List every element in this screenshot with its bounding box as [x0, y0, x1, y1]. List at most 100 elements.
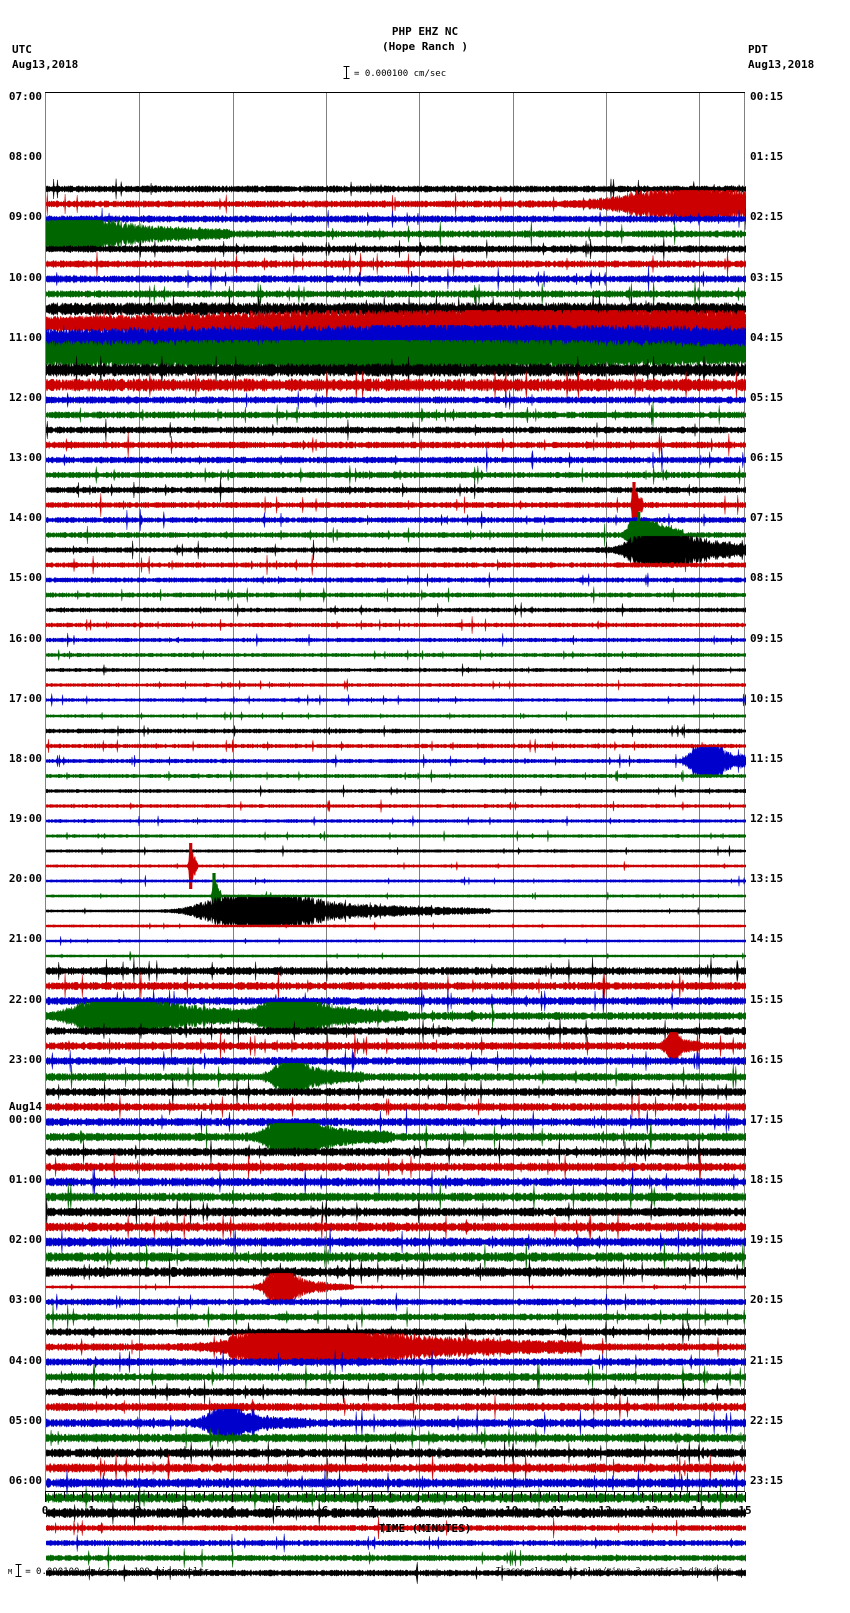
- x-tick: [558, 1492, 559, 1502]
- trace-row-8: [46, 286, 746, 287]
- trace-row-66: [46, 1159, 746, 1160]
- trace-row-50: [46, 918, 746, 919]
- trace-row-58: [46, 1038, 746, 1039]
- footer-scale-prefix: M: [8, 1568, 12, 1576]
- header-station-block: PHP EHZ NC (Hope Ranch ): [0, 24, 850, 54]
- utc-hour-label-0700: 07:00: [0, 90, 42, 103]
- pdt-hour-label-2115: 21:15: [750, 1354, 783, 1367]
- trace-row-32: [46, 647, 746, 648]
- x-tick-label-0: 0: [30, 1504, 60, 1517]
- trace-row-47: [46, 873, 746, 874]
- pdt-hour-label-0315: 03:15: [750, 271, 783, 284]
- utc-hour-label-1600: 16:00: [0, 632, 42, 645]
- pdt-hour-label-0715: 07:15: [750, 511, 783, 524]
- trace-row-85: [46, 1445, 746, 1446]
- x-tick: [642, 1492, 643, 1498]
- trace-row-77: [46, 1324, 746, 1325]
- trace-row-74: [46, 1279, 746, 1280]
- x-tick-label-4: 4: [217, 1504, 247, 1517]
- trace-row-6: [46, 256, 746, 257]
- x-tick-label-7: 7: [357, 1504, 387, 1517]
- x-tick: [204, 1492, 205, 1498]
- x-tick: [73, 1492, 74, 1498]
- x-tick: [316, 1492, 317, 1498]
- x-tick: [698, 1492, 699, 1502]
- x-tick: [614, 1492, 615, 1498]
- utc-hour-label-0400: 04:00: [0, 1354, 42, 1367]
- x-tick: [269, 1492, 270, 1498]
- trace-row-84: [46, 1430, 746, 1431]
- trace-row-34: [46, 677, 746, 678]
- pdt-hour-label-0615: 06:15: [750, 451, 783, 464]
- trace-row-37: [46, 723, 746, 724]
- trace-row-33: [46, 662, 746, 663]
- trace-row-39: [46, 753, 746, 754]
- x-tick: [400, 1492, 401, 1498]
- x-tick: [166, 1492, 167, 1498]
- x-tick: [148, 1492, 149, 1498]
- x-tick: [306, 1492, 307, 1498]
- x-tick: [334, 1492, 335, 1498]
- trace-row-59: [46, 1054, 746, 1055]
- trace-row-55: [46, 993, 746, 994]
- x-tick: [633, 1492, 634, 1498]
- x-tick: [605, 1492, 606, 1502]
- seismogram-plot[interactable]: [45, 92, 745, 1491]
- trace-row-40: [46, 768, 746, 769]
- x-tick: [390, 1492, 391, 1498]
- trace-row-20: [46, 467, 746, 468]
- x-tick: [185, 1492, 186, 1502]
- pdt-hour-label-1115: 11:15: [750, 752, 783, 765]
- x-tick: [381, 1492, 382, 1498]
- pdt-hour-label-0115: 01:15: [750, 150, 783, 163]
- x-tick: [129, 1492, 130, 1498]
- trace-row-21: [46, 482, 746, 483]
- trace-row-16: [46, 407, 746, 408]
- x-tick-label-11: 11: [543, 1504, 573, 1517]
- x-tick: [661, 1492, 662, 1498]
- x-tick: [157, 1492, 158, 1498]
- pdt-hour-label-2015: 20:15: [750, 1293, 783, 1306]
- trace-row-1: [46, 181, 746, 182]
- day-change-marker: Aug14: [0, 1100, 42, 1113]
- x-tick: [708, 1492, 709, 1498]
- trace-row-9: [46, 301, 746, 302]
- trace-row-4: [46, 226, 746, 227]
- trace-row-41: [46, 783, 746, 784]
- trace-row-44: [46, 828, 746, 829]
- trace-row-18: [46, 437, 746, 438]
- pdt-hour-label-1715: 17:15: [750, 1113, 783, 1126]
- utc-hour-label-1300: 13:00: [0, 451, 42, 464]
- trace-row-51: [46, 933, 746, 934]
- trace-row-73: [46, 1264, 746, 1265]
- x-axis-ticks: [45, 1492, 745, 1502]
- trace-row-53: [46, 963, 746, 964]
- trace-row-3: [46, 211, 746, 212]
- utc-hour-label-1700: 17:00: [0, 692, 42, 705]
- x-tick: [521, 1492, 522, 1498]
- x-tick-label-3: 3: [170, 1504, 200, 1517]
- x-tick: [278, 1492, 279, 1502]
- x-tick: [250, 1492, 251, 1498]
- x-tick: [260, 1492, 261, 1498]
- trace-row-15: [46, 392, 746, 393]
- x-tick: [372, 1492, 373, 1502]
- pdt-hour-label-1315: 13:15: [750, 872, 783, 885]
- pdt-hour-label-0015: 00:15: [750, 90, 783, 103]
- trace-row-60: [46, 1069, 746, 1070]
- trace-row-48: [46, 888, 746, 889]
- x-tick-label-1: 1: [77, 1504, 107, 1517]
- utc-hour-label-1200: 12:00: [0, 391, 42, 404]
- x-tick-label-9: 9: [450, 1504, 480, 1517]
- trace-row-12: [46, 347, 746, 348]
- footer-scale-note: M = 0.000100 cm/sec = 100 microvolts: [8, 1564, 209, 1580]
- trace-row-92: [46, 1550, 746, 1551]
- pdt-hour-label-1915: 19:15: [750, 1233, 783, 1246]
- trace-row-79: [46, 1354, 746, 1355]
- x-tick: [624, 1492, 625, 1498]
- utc-date: Aug13,2018: [12, 57, 78, 72]
- trace-row-29: [46, 602, 746, 603]
- utc-hour-label-0300: 03:00: [0, 1293, 42, 1306]
- utc-hour-label-0900: 09:00: [0, 210, 42, 223]
- x-tick: [670, 1492, 671, 1498]
